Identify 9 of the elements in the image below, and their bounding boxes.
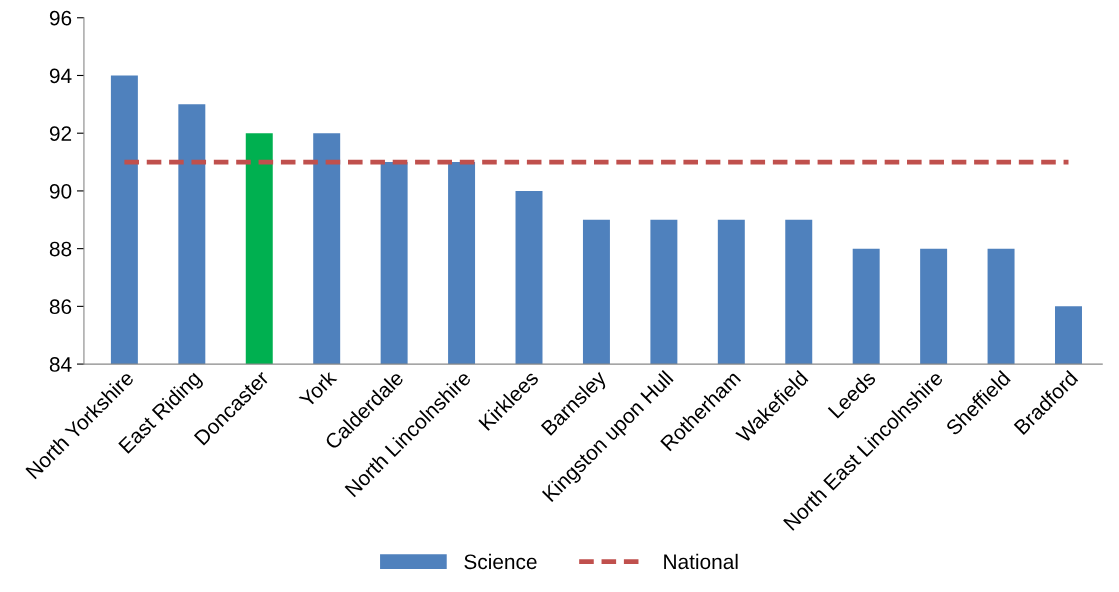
y-tick-label: 92 bbox=[49, 126, 72, 141]
y-tick-label: 88 bbox=[49, 241, 72, 257]
y-tick-label: 84 bbox=[49, 357, 72, 372]
legend-label: National bbox=[664, 553, 738, 570]
legend-label: Science bbox=[464, 553, 537, 570]
y-tick-label: 96 bbox=[49, 10, 72, 26]
y-tick-label: 94 bbox=[49, 68, 72, 84]
y-tick-label: 90 bbox=[49, 183, 72, 199]
y-tick-label: 86 bbox=[49, 299, 72, 315]
